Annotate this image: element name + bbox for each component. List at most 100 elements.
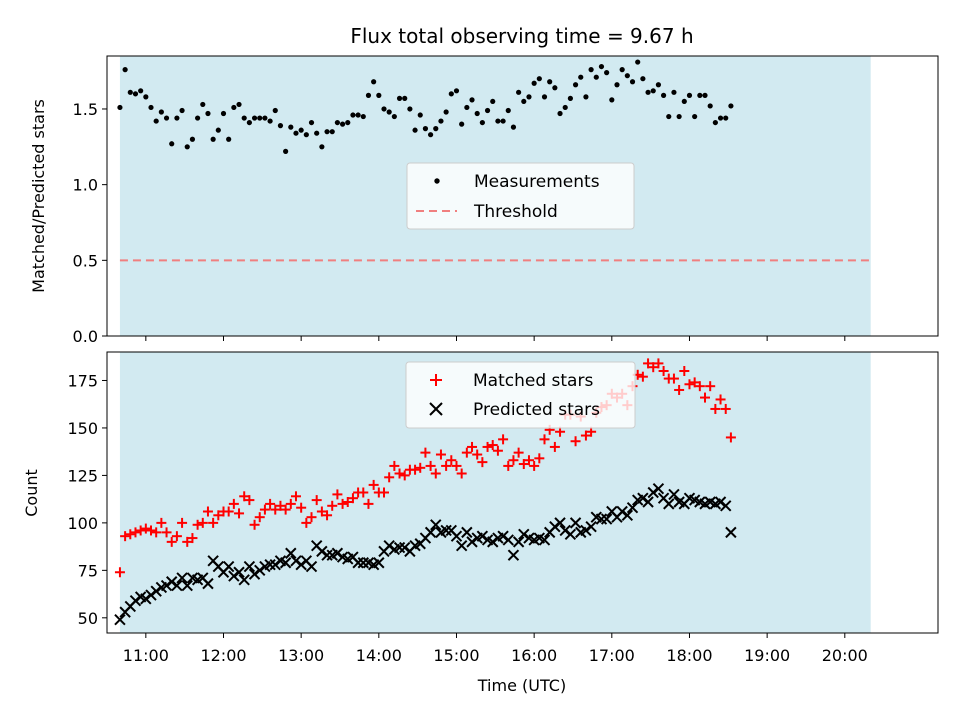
matched-star-point [389, 460, 400, 471]
matched-star-point [301, 517, 312, 528]
matched-star-point [570, 436, 581, 447]
predicted-star-point [600, 513, 613, 525]
matched-star-point [441, 460, 452, 471]
matched-star-point [674, 384, 685, 395]
measurement-point [655, 82, 662, 88]
matched-star-point [234, 508, 245, 519]
predicted-star-point [243, 560, 256, 573]
predicted-star-point [321, 549, 333, 561]
matched-star-point [363, 498, 374, 509]
measurement-point [381, 106, 387, 112]
matched-star-point [327, 500, 338, 511]
ytick-label: 0.5 [73, 251, 98, 270]
measurement-point [723, 115, 729, 121]
measurement-point [412, 127, 418, 133]
measurement-point [314, 130, 320, 136]
matched-star-point [285, 498, 296, 509]
matched-star-point [114, 567, 125, 578]
measurement-point [479, 119, 485, 126]
predicted-star-point [305, 560, 318, 573]
measurement-point [184, 144, 190, 150]
xtick-label: 16:00 [511, 646, 557, 665]
matched-star-point [156, 517, 167, 528]
measurement-point [438, 118, 444, 124]
measurement-point [614, 82, 620, 88]
measurement-point [583, 94, 589, 100]
measurement-point [122, 67, 128, 73]
measurement-point [148, 104, 154, 111]
predicted-star-point [357, 557, 369, 569]
matched-star-point [120, 531, 131, 542]
matched-star-point [192, 519, 203, 530]
measurement-point [262, 115, 268, 121]
legend-predicted-label: Predicted stars [473, 400, 600, 420]
xtick-label: 12:00 [200, 646, 246, 665]
ytick-label: 150 [67, 419, 98, 438]
measurement-point [427, 132, 434, 138]
matched-star-point [368, 479, 379, 490]
ytick-label: 0.0 [73, 327, 98, 346]
matched-star-point [316, 506, 327, 517]
matched-star-point [337, 498, 348, 509]
measurement-point [257, 115, 263, 121]
measurement-point [138, 88, 144, 94]
measurement-point [464, 104, 470, 111]
count-panel-ylabel: Count [22, 469, 41, 517]
measurement-point [153, 118, 159, 124]
matched-star-point [539, 434, 550, 445]
matched-star-point [182, 536, 193, 547]
measurement-point [169, 141, 175, 147]
measurement-point [402, 95, 408, 101]
measurement-point [547, 79, 553, 85]
measurement-point [195, 115, 201, 121]
measurement-point [396, 95, 403, 101]
measurement-point [686, 92, 693, 98]
matched-star-point [430, 468, 441, 479]
matched-star-point [254, 512, 265, 523]
matched-star-point [658, 365, 669, 376]
measurement-point [174, 115, 180, 121]
measurement-point [334, 119, 341, 126]
predicted-star-point [424, 526, 437, 539]
matched-star-point [410, 464, 421, 475]
legend-measurements-label: Measurements [474, 172, 600, 192]
measurement-point [609, 97, 615, 103]
predicted-star-point [502, 534, 514, 546]
measurement-point [712, 119, 718, 126]
matched-star-point [653, 358, 664, 369]
matched-star-point [523, 455, 534, 466]
measurement-point [200, 101, 206, 108]
measurement-point [681, 98, 687, 105]
figure-title: Flux total observing time = 9.67 h [350, 24, 693, 48]
measurement-point [640, 76, 646, 82]
xtick-label: 20:00 [822, 646, 868, 665]
matched-star-point [197, 517, 208, 528]
measurement-point [572, 82, 579, 88]
matched-star-point [322, 510, 333, 521]
predicted-star-point [393, 541, 406, 554]
measurement-point [629, 79, 636, 85]
ytick-label: 125 [67, 466, 98, 485]
measurement-point [516, 89, 522, 95]
predicted-star-point [512, 536, 525, 548]
count-panel: 50 75 100 125 150 175 11:00 12:00 13:00 14:00 15:… [22, 351, 939, 695]
predicted-star-point [352, 557, 364, 569]
measurement-point [702, 92, 708, 98]
matched-star-point [477, 457, 488, 468]
measurement-point [604, 70, 610, 76]
xtick-label: 14:00 [356, 646, 402, 665]
measurement-point [143, 94, 149, 100]
predicted-star-point [569, 517, 582, 529]
measurement-point [231, 104, 237, 111]
predicted-star-point [663, 498, 675, 510]
matched-star-point [513, 447, 524, 458]
measurement-point [319, 144, 325, 150]
matched-star-point [280, 504, 291, 515]
measurement-point [386, 109, 392, 115]
matched-star-point [461, 447, 472, 458]
matched-star-point [358, 487, 369, 498]
predicted-star-point [626, 501, 639, 514]
predicted-star-point [585, 520, 597, 533]
xtick-label: 18:00 [666, 646, 712, 665]
